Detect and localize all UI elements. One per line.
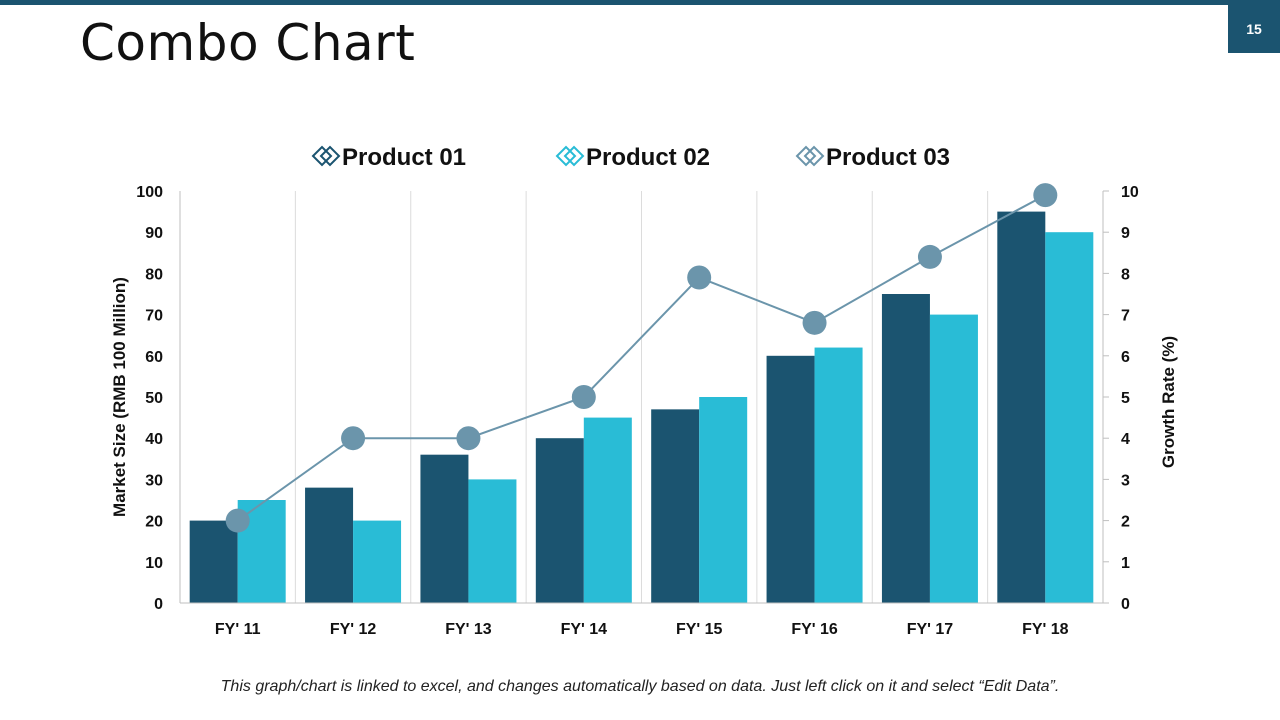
diamond-icon: [563, 145, 585, 167]
y-tick-label: 40: [145, 431, 163, 448]
y-tick-label: 20: [145, 514, 163, 531]
y2-tick-label: 1: [1121, 555, 1130, 572]
bar-1-7: [881, 294, 930, 603]
x-tick-label: FY' 13: [445, 621, 492, 638]
diamond-icon: [803, 145, 825, 167]
y2-tick-label: 10: [1121, 184, 1139, 201]
chart-axes: 0 10 20 30 40 50 60 70 80 90 100 0 1 2 3 4 5 6 7 8 9 10 FY' 11…: [136, 184, 1139, 638]
y-tick-label: 0: [154, 596, 163, 613]
y-tick-label: 90: [145, 225, 163, 242]
diamond-icon: [795, 145, 817, 167]
x-tick-label: FY' 18: [1022, 621, 1069, 638]
diamond-icon: [311, 145, 333, 167]
bar-1-6: [766, 355, 815, 603]
top-accent-bar: [0, 0, 1280, 5]
y2-tick-label: 7: [1121, 308, 1130, 325]
x-tick-label: FY' 11: [215, 621, 261, 638]
y2-tick-label: 9: [1121, 225, 1130, 242]
y-axis-title: Market Size (RMB 100 Million): [110, 277, 129, 517]
line-point-5: [687, 265, 712, 290]
x-tick-label: FY' 14: [561, 621, 608, 638]
x-tick-label: FY' 15: [676, 621, 723, 638]
y2-tick-label: 8: [1121, 266, 1130, 283]
line-series: [225, 183, 1058, 533]
legend-label: Product 03: [826, 144, 950, 171]
chart-legend: Product 01 Product 02 Product 03: [311, 144, 950, 171]
y2-tick-label: 4: [1121, 431, 1130, 448]
line-point-6: [802, 310, 827, 335]
bar-1-4: [535, 438, 584, 603]
y-tick-label: 80: [145, 266, 163, 283]
y-tick-label: 30: [145, 472, 163, 489]
y-tick-label: 10: [145, 555, 163, 572]
bar-2-5: [699, 397, 748, 603]
bar-2-7: [929, 314, 978, 603]
x-tick-label: FY' 12: [330, 621, 377, 638]
x-tick-label: FY' 16: [791, 621, 838, 638]
diamond-icon: [555, 145, 577, 167]
y2-tick-label: 5: [1121, 390, 1130, 407]
bar-1-2: [305, 487, 354, 603]
bar-1-8: [997, 211, 1046, 603]
line-point-4: [571, 385, 596, 409]
line-point-8: [1033, 183, 1058, 208]
y2-tick-label: 0: [1121, 596, 1130, 613]
legend-item-product-03: Product 03: [795, 144, 950, 171]
bar-1-3: [420, 454, 469, 603]
line-point-2: [341, 426, 366, 451]
bar-1-1: [189, 520, 238, 603]
chart-grid: [294, 191, 989, 603]
y-tick-label: 100: [136, 184, 163, 201]
slide-number-badge: 15: [1228, 5, 1280, 53]
line-path-product-03: [237, 194, 1046, 522]
bar-2-2: [353, 520, 402, 603]
y2-tick-label: 2: [1121, 514, 1130, 531]
legend-label: Product 02: [586, 144, 710, 171]
page-title: Combo Chart: [80, 14, 416, 72]
legend-label: Product 01: [342, 144, 466, 171]
bar-series: [189, 211, 1094, 603]
footnote: This graph/chart is linked to excel, and…: [220, 678, 1060, 695]
bar-2-3: [468, 479, 517, 603]
y2-tick-label: 3: [1121, 472, 1130, 489]
y-tick-label: 70: [145, 308, 163, 325]
bar-2-4: [583, 417, 632, 603]
line-point-7: [917, 244, 942, 269]
bar-1-5: [651, 409, 700, 603]
y2-tick-label: 6: [1121, 349, 1130, 366]
line-point-3: [456, 426, 481, 451]
legend-item-product-01: Product 01: [311, 144, 466, 171]
y-tick-label: 50: [145, 390, 163, 407]
bar-2-6: [814, 347, 863, 603]
bar-2-8: [1045, 232, 1094, 603]
x-tick-label: FY' 17: [907, 621, 954, 638]
line-point-1: [225, 508, 250, 533]
legend-item-product-02: Product 02: [555, 144, 710, 171]
diamond-icon: [319, 145, 341, 167]
combo-chart[interactable]: Product 01 Product 02 Product 03 010203040…: [0, 0, 1280, 670]
y2-axis-title: Growth Rate (%): [1159, 336, 1178, 468]
y-tick-label: 60: [145, 349, 163, 366]
